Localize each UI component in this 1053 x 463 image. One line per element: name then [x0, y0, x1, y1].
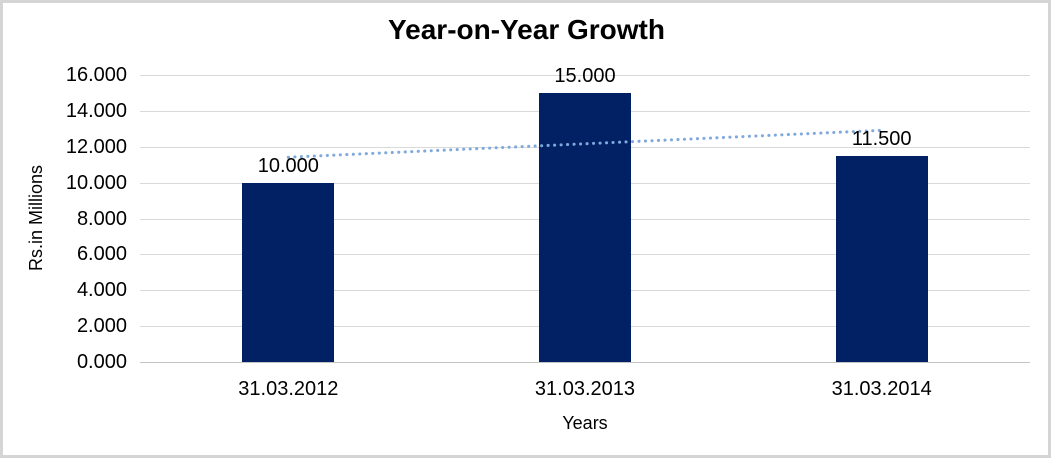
y-tick-label: 0.000: [76, 351, 127, 373]
plot-area: 10.000 15.000 11.500: [140, 65, 1030, 363]
data-label: 15.000: [554, 64, 616, 87]
y-tick-label: 4.000: [76, 279, 127, 302]
bar-31.03.2014: [835, 155, 928, 362]
x-tick-label: 31.03.2013: [534, 378, 636, 400]
x-axis-line: [140, 362, 1030, 363]
y-tick-label: 12.000: [65, 135, 127, 158]
x-axis-title: Years: [562, 413, 608, 433]
y-tick-label: 8.000: [76, 207, 127, 230]
bar-31.03.2013: [539, 92, 631, 362]
x-axis: 31.03.2012 31.03.2013 31.03.2014: [140, 378, 1030, 402]
y-tick-label: 6.000: [76, 243, 127, 266]
data-label: 10.000: [257, 154, 319, 177]
trendline: [286, 128, 884, 159]
y-tick-label: 14.000: [65, 99, 127, 122]
y-tick-label: 10.000: [65, 171, 127, 194]
y-tick-label: 2.000: [76, 315, 127, 338]
data-label: 11.500: [851, 127, 912, 150]
y-axis: 0.000 2.000 4.000 6.000 8.000 10.000 12.000 14.…: [0, 64, 127, 373]
x-tick-label: 31.03.2012: [238, 378, 339, 400]
y-tick-label: 16.000: [65, 64, 127, 86]
x-tick-label: 31.03.2014: [831, 378, 932, 400]
bar-31.03.2012: [242, 182, 335, 362]
gridline: [140, 75, 1030, 76]
chart-title: Year-on-Year Growth: [388, 14, 665, 45]
